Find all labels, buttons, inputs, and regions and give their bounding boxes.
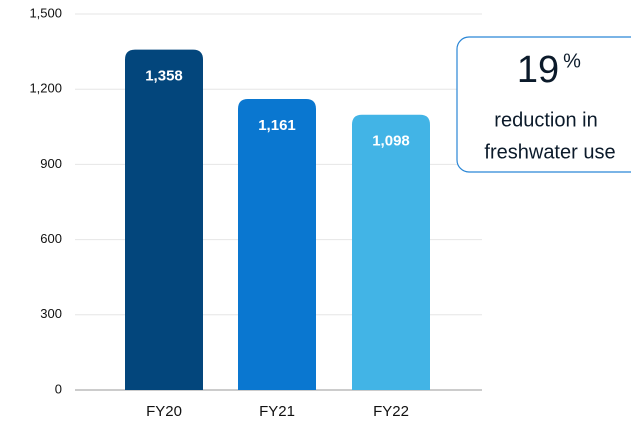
x-tick-label: FY21	[259, 403, 295, 420]
x-tick-label: FY20	[146, 403, 182, 420]
callout-text: reduction in	[494, 109, 597, 131]
x-tick-label: FY22	[373, 403, 409, 420]
y-tick-label: 600	[40, 231, 62, 246]
callout-text: freshwater use	[484, 141, 615, 163]
y-tick-label: 300	[40, 306, 62, 321]
value-label: 1,098	[372, 133, 410, 150]
callout-box	[456, 36, 631, 173]
bar	[238, 98, 316, 390]
y-tick-label: 900	[40, 156, 62, 171]
y-tick-label: 0	[55, 381, 62, 396]
bar	[125, 49, 203, 390]
callout-unit: %	[563, 50, 581, 72]
y-tick-label: 1,500	[29, 5, 62, 20]
y-tick-label: 1,200	[29, 81, 62, 96]
value-label: 1,161	[258, 117, 296, 134]
bar	[352, 114, 430, 390]
callout-number: 19	[517, 49, 559, 91]
value-label: 1,358	[145, 68, 183, 85]
